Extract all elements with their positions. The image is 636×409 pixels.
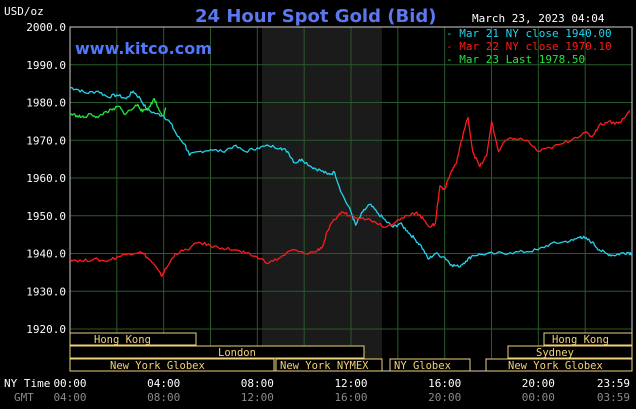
y-tick-label: 1980.0 [26,97,66,110]
legend: - Mar 21 NY close 1940.00 - Mar 22 NY cl… [446,27,612,66]
gmt-label: GMT [14,391,34,404]
x-tick-label-ny: 16:00 [428,377,461,390]
y-tick-label: 1960.0 [26,172,66,185]
x-tick-label-ny: 08:00 [241,377,274,390]
session-ny-globex-label: NY Globex [394,360,451,372]
x-tick-label-gmt: 16:00 [334,391,367,404]
session-hong-kong-1 [69,332,197,346]
y-tick-label: 1950.0 [26,210,66,223]
y-tick-labels: 1920.0 1930.0 1940.0 1950.0 1960.0 1970.0 1980… [26,21,66,336]
legend-mar22: - Mar 22 NY close 1970.10 [446,40,612,53]
x-tick-label-ny: 23:59 [597,377,630,390]
session-new-york-globex-1-label: New York Globex [110,360,205,372]
session-new-york-nymex [275,358,383,372]
x-tick-label-gmt: 12:00 [241,391,274,404]
x-tick-label-gmt: 00:00 [522,391,555,404]
y-tick-label: 1990.0 [26,59,66,72]
site-watermark: www.kitco.com [75,39,212,58]
legend-mar23: - Mar 23 Last 1978.50 [446,53,585,66]
y-tick-label: 2000.0 [26,21,66,34]
nymex-session-shading [262,27,382,371]
session-new-york-globex-1 [69,358,275,372]
y-tick-label: 1920.0 [26,323,66,336]
x-tick-label-ny: 12:00 [334,377,367,390]
series-line-mar22 [69,109,631,277]
session-new-york-globex-2-label: New York Globex [508,360,603,372]
session-hong-kong-1-label: Hong Kong [94,334,151,346]
chart-title: 24 Hour Spot Gold (Bid) [195,6,436,27]
session-london [69,345,365,359]
x-tick-label-ny: 20:00 [522,377,555,390]
grid-lines [70,26,632,371]
x-tick-label-gmt: 04:00 [53,391,86,404]
timestamp: March 23, 2023 04:04 [472,12,605,25]
session-bands: Hong Kong London New York Globex New Yor… [69,332,633,372]
session-hong-kong-2 [543,332,633,346]
x-tick-labels: 00:0004:0004:0008:0008:0012:0012:0016:00… [53,377,630,404]
session-sydney [507,345,633,359]
session-london-label: London [218,347,256,359]
y-tick-label: 1970.0 [26,134,66,147]
legend-mar21: - Mar 21 NY close 1940.00 [446,27,612,40]
session-ny-globex [389,358,471,372]
x-tick-label-ny: 04:00 [147,377,180,390]
x-tick-label-gmt: 08:00 [147,391,180,404]
series-line-mar23 [69,98,167,119]
y-tick-label: 1930.0 [26,285,66,298]
session-hong-kong-2-label: Hong Kong [552,334,609,346]
ny-time-label: NY Time [4,377,50,390]
session-new-york-nymex-label: New York NYMEX [280,360,369,372]
x-tick-label-gmt: 03:59 [597,391,630,404]
session-sydney-label: Sydney [536,347,574,359]
session-new-york-globex-2 [485,358,633,372]
x-tick-label-ny: 00:00 [53,377,86,390]
units-label: USD/oz [4,5,44,18]
y-tick-label: 1940.0 [26,248,66,261]
x-tick-label-gmt: 20:00 [428,391,461,404]
series-layer [69,86,633,277]
